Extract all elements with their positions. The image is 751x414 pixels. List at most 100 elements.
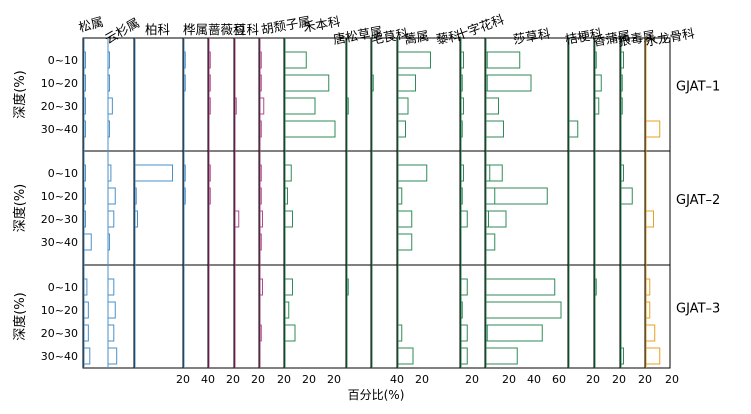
bar-17-0-3 bbox=[645, 120, 661, 138]
x-tick-label-4: 20 bbox=[277, 373, 291, 386]
bar-11-0-3 bbox=[460, 120, 463, 138]
bar-10-1-1 bbox=[397, 187, 403, 205]
bar-7-0-2 bbox=[284, 97, 316, 115]
bar-11-2-2 bbox=[460, 324, 468, 342]
bar-10-0-0 bbox=[397, 51, 431, 69]
depth-label-0-1: 10~20 bbox=[41, 77, 78, 90]
bar-10-0-2 bbox=[397, 97, 409, 115]
bar-8-2-0 bbox=[346, 278, 349, 296]
bar-0-1-1 bbox=[83, 187, 86, 205]
taxon-label-10: 蒿属 bbox=[403, 28, 430, 47]
bar-0-1-3 bbox=[83, 233, 92, 251]
bar-6-0-3 bbox=[259, 120, 262, 138]
bar-17-2-3 bbox=[645, 347, 661, 365]
bar-0-0-0 bbox=[83, 51, 86, 69]
bar-11-0-0 bbox=[460, 51, 464, 69]
bar-13-1-2 bbox=[485, 210, 507, 228]
bar-13-2-3 bbox=[485, 347, 518, 365]
bar-17-2-0 bbox=[645, 278, 651, 296]
depth-label-0-3: 30~40 bbox=[41, 123, 78, 136]
bar-15-2-0 bbox=[594, 278, 597, 296]
bar-3-0-0 bbox=[183, 51, 186, 69]
depth-label-2-0: 0~10 bbox=[48, 281, 78, 294]
bar-15-0-1 bbox=[594, 74, 602, 92]
taxon-label-13: 莎草科 bbox=[512, 26, 552, 47]
bar-7-1-2 bbox=[284, 210, 293, 228]
depth-label-1-2: 20~30 bbox=[41, 213, 78, 226]
bar-15-0-0 bbox=[594, 51, 597, 69]
bar-11-0-2 bbox=[460, 97, 464, 115]
bar-11-2-3 bbox=[460, 347, 468, 365]
bar-4-1-1 bbox=[208, 187, 211, 205]
taxon-label-1: 云杉属 bbox=[102, 15, 142, 47]
bar-1-1-0 bbox=[107, 164, 112, 182]
bar-11-1-0 bbox=[460, 164, 464, 182]
bar-0-0-1 bbox=[83, 74, 86, 92]
bar-1-1-3 bbox=[107, 233, 110, 251]
bar-5-0-2 bbox=[234, 97, 237, 115]
y-axis-label-1: 深度(%) bbox=[12, 184, 28, 233]
bar-6-1-1 bbox=[259, 187, 262, 205]
bar-4-0-0 bbox=[208, 51, 211, 69]
site-label-2: GJAT–3 bbox=[676, 302, 720, 317]
bar-17-2-1 bbox=[645, 301, 651, 319]
depth-label-0-2: 20~30 bbox=[41, 100, 78, 113]
bar-10-2-3 bbox=[397, 347, 414, 365]
depth-label-1-1: 10~20 bbox=[41, 190, 78, 203]
bar-12-1-0 bbox=[485, 164, 491, 182]
bar-10-1-0 bbox=[397, 164, 428, 182]
bar-0-0-3 bbox=[83, 120, 86, 138]
bar-0-2-2 bbox=[83, 324, 89, 342]
bar-2-1-2 bbox=[134, 210, 138, 228]
bar-16-1-1 bbox=[620, 187, 633, 205]
bar-16-0-2 bbox=[620, 97, 623, 115]
bar-1-0-3 bbox=[107, 120, 110, 138]
bar-7-0-1 bbox=[284, 74, 330, 92]
bar-13-0-3 bbox=[485, 120, 504, 138]
depth-label-1-3: 30~40 bbox=[41, 236, 78, 249]
bar-0-0-2 bbox=[83, 97, 86, 115]
bar-7-0-3 bbox=[284, 120, 336, 138]
bar-10-1-3 bbox=[397, 233, 413, 251]
bar-11-1-1 bbox=[460, 187, 463, 205]
taxon-label-3: 桦属 bbox=[183, 22, 208, 37]
bar-2-1-1 bbox=[134, 187, 137, 205]
bar-11-2-0 bbox=[460, 278, 468, 296]
bar-13-2-1 bbox=[485, 301, 562, 319]
taxon-label-0: 松属 bbox=[77, 14, 105, 35]
depth-label-2-2: 20~30 bbox=[41, 327, 78, 340]
x-tick-label-3: 20 bbox=[251, 373, 265, 386]
bar-6-0-2 bbox=[259, 97, 265, 115]
bar-1-0-2 bbox=[107, 97, 113, 115]
taxon-label-4: 蔷薇科 bbox=[208, 22, 246, 37]
bar-4-1-0 bbox=[208, 164, 211, 182]
bar-1-1-1 bbox=[107, 187, 116, 205]
depth-label-2-1: 10~20 bbox=[41, 304, 78, 317]
bar-0-1-0 bbox=[83, 164, 86, 182]
depth-label-0-0: 0~10 bbox=[48, 54, 78, 67]
bar-10-0-1 bbox=[397, 74, 416, 92]
bar-7-2-0 bbox=[284, 278, 293, 296]
y-axis-label-2: 深度(%) bbox=[12, 292, 28, 341]
bar-7-1-0 bbox=[284, 164, 292, 182]
bar-marks bbox=[83, 38, 661, 368]
site-label-1: GJAT–2 bbox=[676, 193, 720, 208]
bar-1-2-1 bbox=[107, 301, 116, 319]
x-tick-label-0: 20 bbox=[176, 373, 190, 386]
bar-3-1-0 bbox=[183, 164, 186, 182]
bar-1-2-2 bbox=[107, 324, 115, 342]
bar-3-1-1 bbox=[183, 187, 186, 205]
taxon-label-15: 香蒲属 bbox=[592, 28, 632, 49]
bar-5-1-2 bbox=[234, 210, 240, 228]
depth-label-2-3: 30~40 bbox=[41, 350, 78, 363]
x-tick-label-9: 20 bbox=[465, 373, 479, 386]
bar-6-1-3 bbox=[259, 233, 262, 251]
bar-11-1-2 bbox=[460, 210, 468, 228]
bar-0-2-3 bbox=[83, 347, 91, 365]
x-tick-label-13: 20 bbox=[586, 373, 600, 386]
bar-7-2-1 bbox=[284, 301, 290, 319]
bar-16-2-3 bbox=[620, 347, 624, 365]
bar-13-1-1 bbox=[485, 187, 548, 205]
taxon-label-5: 豆科 bbox=[234, 22, 260, 37]
